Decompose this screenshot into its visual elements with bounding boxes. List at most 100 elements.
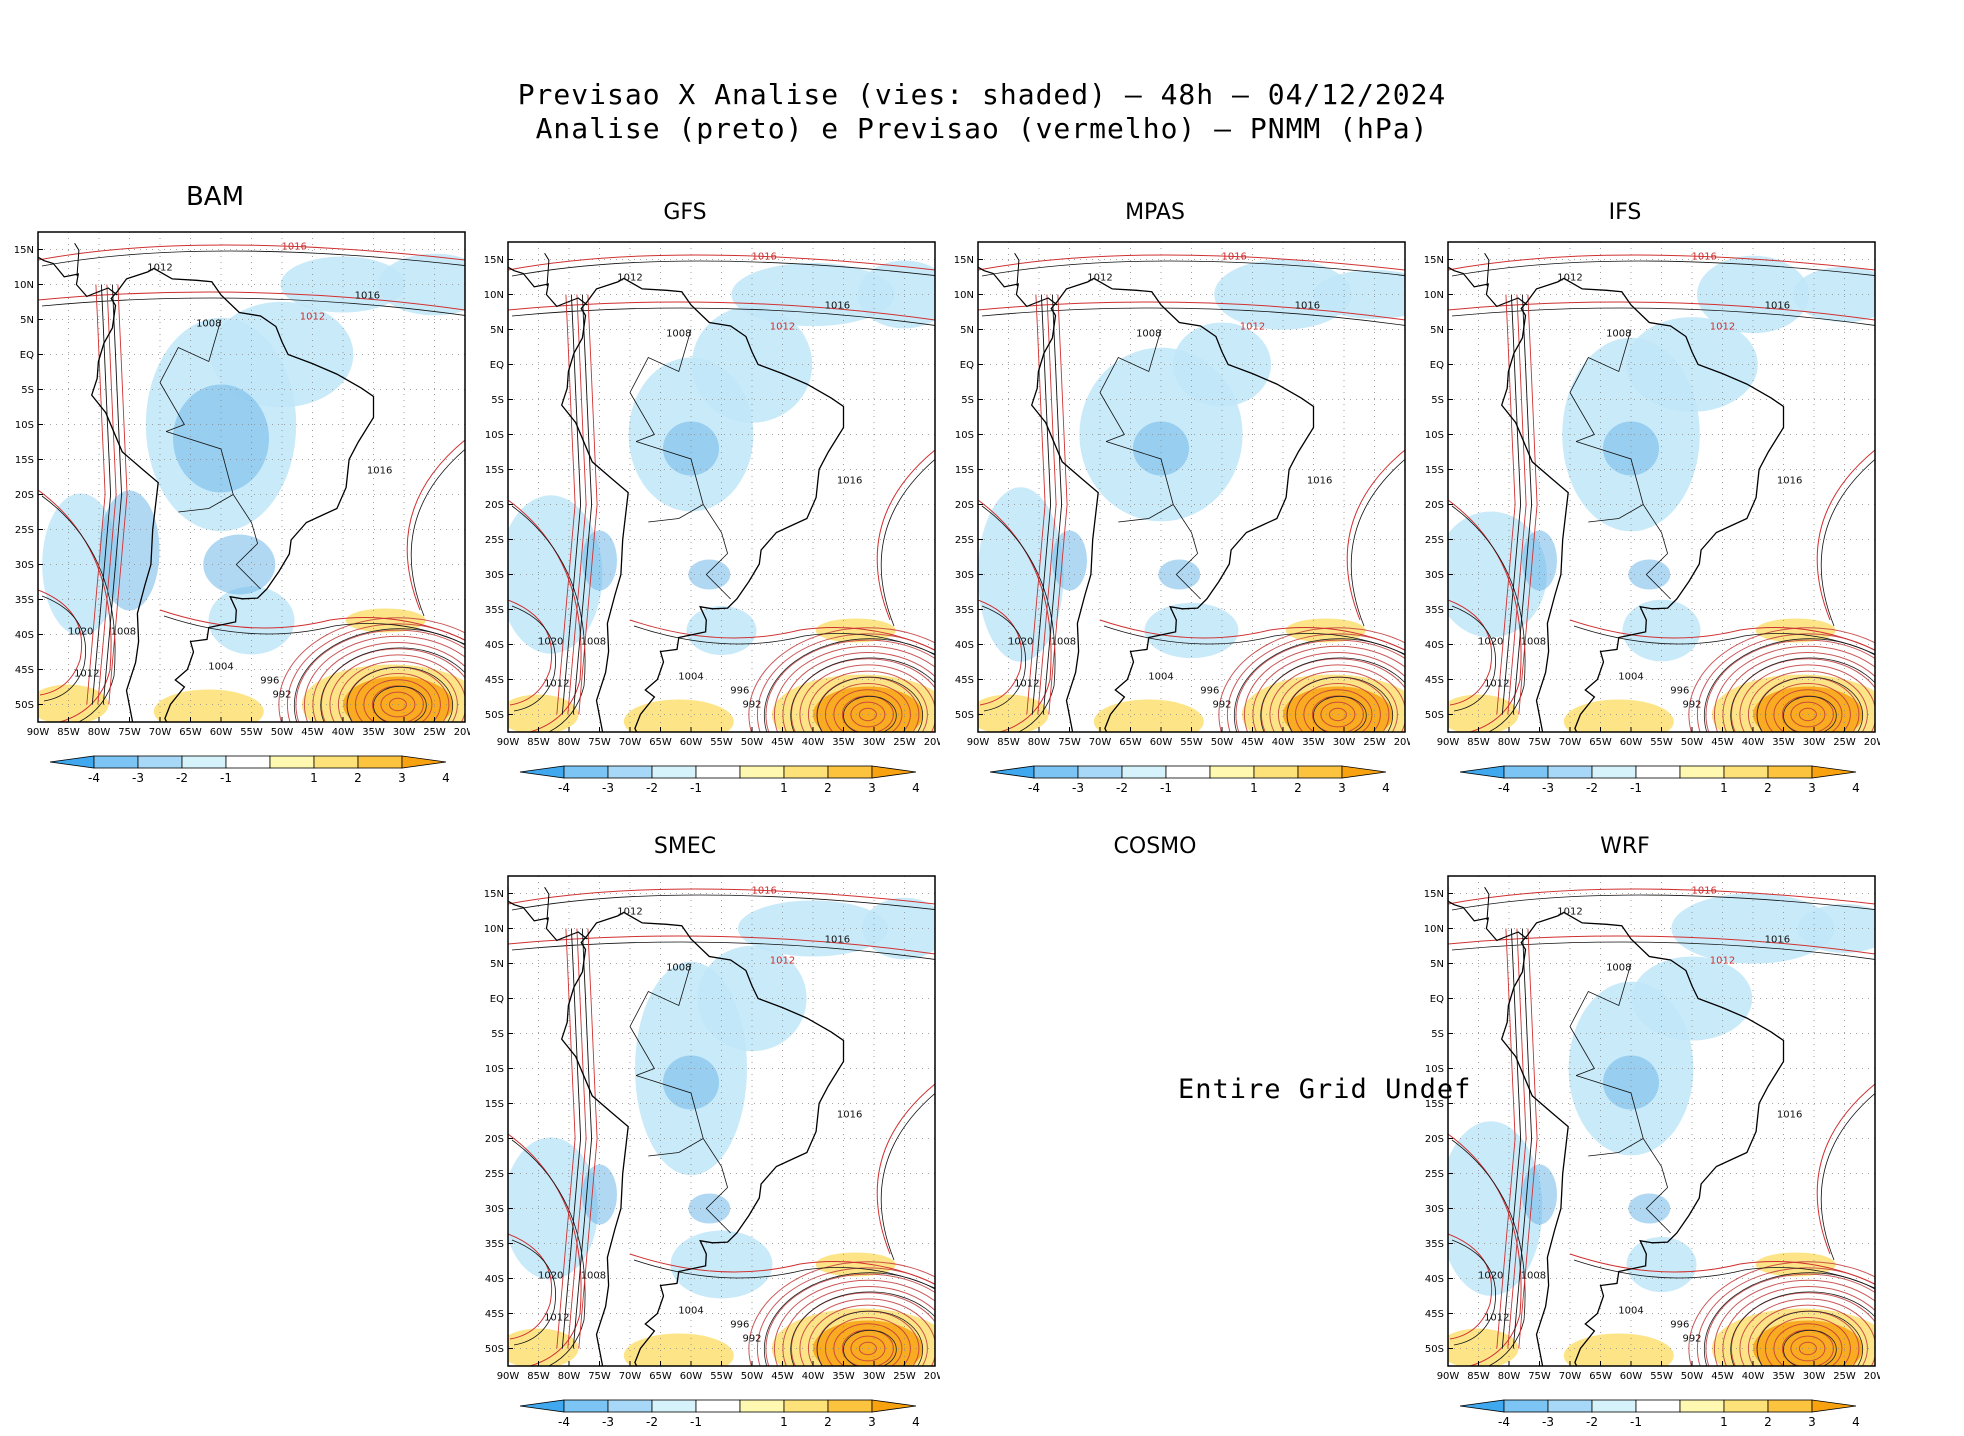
contour-label: 1004 xyxy=(1618,1306,1643,1317)
map-gfs: 1016 1012 1016 1008 1012 1008 1004 996 992 1020 10… xyxy=(484,241,940,795)
colorbar-tick-label: 4 xyxy=(1852,1415,1860,1429)
lat-tick-label: EQ xyxy=(1430,360,1444,371)
lon-tick-label: 55W xyxy=(1650,1371,1673,1382)
lon-tick-label: 80W xyxy=(1498,737,1521,748)
lon-tick-label: 40W xyxy=(332,727,355,738)
lon-tick-label: 75W xyxy=(118,727,141,738)
lon-tick-label: 75W xyxy=(588,737,611,748)
colorbar-tick-label: 1 xyxy=(310,771,318,785)
lat-tick-label: 15N xyxy=(14,245,34,256)
contour-label: 1008 xyxy=(1606,329,1631,340)
lon-tick-label: 25W xyxy=(893,737,916,748)
map-mpas: 1016 1012 1016 1008 1012 1008 1004 996 992 1020 10… xyxy=(954,241,1410,795)
lon-tick-label: 65W xyxy=(179,727,202,738)
lon-tick-label: 70W xyxy=(149,727,172,738)
contour-label: 1004 xyxy=(1148,672,1173,683)
contour-label: 1012 xyxy=(1484,1313,1509,1324)
contour-label: 996 xyxy=(1200,686,1219,697)
lon-tick-label: 50W xyxy=(271,727,294,738)
contour-label: 1008 xyxy=(1521,637,1546,648)
lat-tick-label: EQ xyxy=(490,360,504,371)
lat-tick-label: 25S xyxy=(485,1169,504,1180)
lat-tick-label: 40S xyxy=(485,1274,504,1285)
lon-tick-label: 80W xyxy=(1028,737,1051,748)
colorbar-tick-label: 1 xyxy=(780,1415,788,1429)
lon-tick-label: 20W xyxy=(454,727,470,738)
lon-tick-label: 85W xyxy=(527,1371,550,1382)
lat-tick-label: 25S xyxy=(485,535,504,546)
contour-label: 1020 xyxy=(1478,1271,1503,1282)
contour-label: 1012 xyxy=(1014,679,1039,690)
lat-tick-label: 10S xyxy=(15,420,34,431)
panel-wrf: WRF 1016 1012 1016 1008 1012 1008 1004 996 992 102… xyxy=(1410,834,1880,1429)
lon-tick-label: 55W xyxy=(710,1371,733,1382)
lon-tick-label: 75W xyxy=(1058,737,1081,748)
contour-label: 1012 xyxy=(1557,273,1582,284)
contour-label: 1004 xyxy=(1618,672,1643,683)
lat-tick-label: 35S xyxy=(1425,1239,1444,1250)
contour-label: 1016 xyxy=(751,252,776,263)
lon-tick-label: 20W xyxy=(1864,1371,1880,1382)
lat-tick-label: 5S xyxy=(961,395,974,406)
lat-tick-label: 20S xyxy=(15,490,34,501)
lat-tick-label: 30S xyxy=(955,570,974,581)
lon-tick-label: 65W xyxy=(649,737,672,748)
lon-tick-label: 25W xyxy=(1363,737,1386,748)
contour-label: 1016 xyxy=(1307,476,1332,487)
colorbar-tick-label: -2 xyxy=(646,781,658,795)
map-ifs: 1016 1012 1016 1008 1012 1008 1004 996 992 1020 10… xyxy=(1424,241,1880,795)
contour-label: 1008 xyxy=(1051,637,1076,648)
contour-label: 1012 xyxy=(1087,273,1112,284)
lat-tick-label: 40S xyxy=(15,630,34,641)
lat-tick-label: 50S xyxy=(955,710,974,721)
lon-tick-label: 25W xyxy=(893,1371,916,1382)
colorbar-tick-label: 1 xyxy=(1720,781,1728,795)
lat-tick-label: 10N xyxy=(14,280,34,291)
lon-tick-label: 80W xyxy=(1498,1371,1521,1382)
lat-tick-label: 35S xyxy=(1425,605,1444,616)
lon-tick-label: 70W xyxy=(1559,737,1582,748)
contour-label: 1004 xyxy=(208,662,233,673)
colorbar-tick-label: 4 xyxy=(442,771,450,785)
panel-title-smec: SMEC xyxy=(653,834,717,859)
lat-tick-label: 10N xyxy=(1424,290,1444,301)
colorbar-tick-label: -1 xyxy=(220,771,232,785)
lat-tick-label: 15S xyxy=(485,465,504,476)
lat-tick-label: 30S xyxy=(485,1204,504,1215)
contour-label: 996 xyxy=(730,686,749,697)
panel-ifs: IFS 1016 1012 1016 1008 1012 1008 1004 996 992 102… xyxy=(1410,200,1880,795)
lat-tick-label: 50S xyxy=(485,710,504,721)
contour-label: 1012 xyxy=(1710,956,1735,967)
contour-label: 1008 xyxy=(581,1271,606,1282)
lon-tick-label: 80W xyxy=(88,727,111,738)
contour-label: 992 xyxy=(742,1334,761,1345)
lon-tick-label: 45W xyxy=(771,737,794,748)
panel-title-gfs: GFS xyxy=(663,200,707,225)
colorbar-tick-label: -2 xyxy=(1586,1415,1598,1429)
colorbar-gfs: -4 -3 -2 -1 1 2 3 4 xyxy=(519,765,920,795)
lat-tick-label: 15N xyxy=(1424,889,1444,900)
contour-label: 1016 xyxy=(355,291,380,302)
lon-tick-label: 60W xyxy=(210,727,233,738)
lon-tick-label: 50W xyxy=(741,737,764,748)
contour-label: 1016 xyxy=(1295,301,1320,312)
contour-label: 1020 xyxy=(68,627,93,638)
lat-tick-label: 20S xyxy=(1425,1134,1444,1145)
colorbar-tick-label: 3 xyxy=(398,771,406,785)
colorbar-tick-label: -3 xyxy=(132,771,144,785)
colorbar-tick-label: 1 xyxy=(780,781,788,795)
lon-tick-label: 50W xyxy=(1681,1371,1704,1382)
colorbar-mpas: -4 -3 -2 -1 1 2 3 4 xyxy=(989,765,1390,795)
lon-tick-label: 80W xyxy=(558,737,581,748)
lon-tick-label: 60W xyxy=(1620,1371,1643,1382)
contour-label: 996 xyxy=(260,676,279,687)
lat-tick-label: 5S xyxy=(1431,1029,1444,1040)
contour-label: 1012 xyxy=(617,907,642,918)
contour-label: 1016 xyxy=(825,301,850,312)
lon-tick-label: 65W xyxy=(1589,737,1612,748)
lon-tick-label: 70W xyxy=(619,737,642,748)
lat-tick-label: 10N xyxy=(484,924,504,935)
colorbar-tick-label: -2 xyxy=(1116,781,1128,795)
lon-tick-label: 20W xyxy=(1864,737,1880,748)
colorbar-tick-label: 4 xyxy=(1382,781,1390,795)
